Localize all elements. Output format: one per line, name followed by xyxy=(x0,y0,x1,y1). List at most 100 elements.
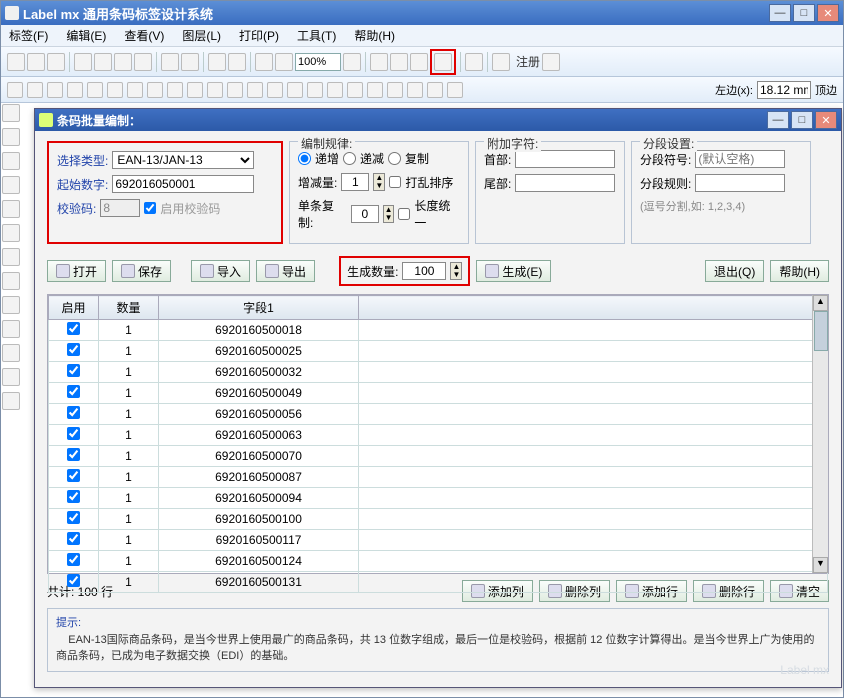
al18-icon[interactable] xyxy=(347,82,363,98)
al22-icon[interactable] xyxy=(427,82,443,98)
row-enable-checkbox[interactable] xyxy=(67,532,80,545)
menu-help[interactable]: 帮助(H) xyxy=(354,27,395,44)
al21-icon[interactable] xyxy=(407,82,423,98)
row-enable-checkbox[interactable] xyxy=(67,343,80,356)
al15-icon[interactable] xyxy=(287,82,303,98)
table-row[interactable]: 16920160500063 xyxy=(49,425,828,446)
menu-file[interactable]: 标签(F) xyxy=(9,27,48,44)
grid-icon[interactable] xyxy=(2,392,20,410)
table-row[interactable]: 16920160500049 xyxy=(49,383,828,404)
refresh-icon[interactable] xyxy=(465,53,483,71)
scroll-thumb[interactable] xyxy=(814,311,828,351)
zoom-drop-icon[interactable] xyxy=(343,53,361,71)
table-icon[interactable] xyxy=(2,320,20,338)
table-row[interactable]: 16920160500032 xyxy=(49,362,828,383)
al16-icon[interactable] xyxy=(307,82,323,98)
row-enable-checkbox[interactable] xyxy=(67,448,80,461)
row-enable-checkbox[interactable] xyxy=(67,469,80,482)
inc-radio[interactable] xyxy=(298,152,311,165)
poly-icon[interactable] xyxy=(2,248,20,266)
table-row[interactable]: 16920160500025 xyxy=(49,341,828,362)
table-row[interactable]: 16920160500070 xyxy=(49,446,828,467)
paste-icon[interactable] xyxy=(114,53,132,71)
text-icon[interactable] xyxy=(2,152,20,170)
row-enable-checkbox[interactable] xyxy=(67,427,80,440)
fill-icon[interactable] xyxy=(2,296,20,314)
head-input[interactable] xyxy=(515,150,615,168)
line2-icon[interactable] xyxy=(2,200,20,218)
export-icon[interactable] xyxy=(410,53,428,71)
type-select[interactable]: EAN-13/JAN-13 xyxy=(112,151,254,169)
srule-input[interactable] xyxy=(695,174,785,192)
help-button[interactable]: 帮助(H) xyxy=(770,260,829,282)
table-row[interactable]: 16920160500087 xyxy=(49,467,828,488)
gen-input[interactable] xyxy=(402,262,446,280)
al12-icon[interactable] xyxy=(227,82,243,98)
export-button[interactable]: 导出 xyxy=(256,260,315,282)
copy-icon[interactable] xyxy=(94,53,112,71)
register-icon[interactable] xyxy=(542,53,560,71)
start-input[interactable] xyxy=(112,175,254,193)
help-icon[interactable] xyxy=(492,53,510,71)
uniform-checkbox[interactable] xyxy=(398,208,410,220)
al1-icon[interactable] xyxy=(7,82,23,98)
row-enable-checkbox[interactable] xyxy=(67,553,80,566)
al5-icon[interactable] xyxy=(87,82,103,98)
open-icon[interactable] xyxy=(27,53,45,71)
inc-spin[interactable] xyxy=(341,173,369,191)
cut-icon[interactable] xyxy=(74,53,92,71)
table-row[interactable]: 16920160500131 xyxy=(49,572,828,593)
barcode-icon[interactable] xyxy=(2,128,20,146)
zoomin-icon[interactable] xyxy=(208,53,226,71)
table-scrollbar[interactable]: ▲ ▼ xyxy=(812,295,828,573)
col-qty[interactable]: 数量 xyxy=(99,296,159,320)
row-enable-checkbox[interactable] xyxy=(67,490,80,503)
al19-icon[interactable] xyxy=(367,82,383,98)
col-field1[interactable]: 字段1 xyxy=(159,296,359,320)
zoomout-icon[interactable] xyxy=(228,53,246,71)
print-icon[interactable] xyxy=(370,53,388,71)
row-enable-checkbox[interactable] xyxy=(67,385,80,398)
arrow-icon[interactable] xyxy=(2,104,20,122)
row-enable-checkbox[interactable] xyxy=(67,322,80,335)
image-icon[interactable] xyxy=(2,272,20,290)
undo-icon[interactable] xyxy=(161,53,179,71)
menu-view[interactable]: 查看(V) xyxy=(124,27,164,44)
al4-icon[interactable] xyxy=(67,82,83,98)
inc-spinbtn[interactable]: ▲▼ xyxy=(373,173,385,191)
dlg-max-button[interactable]: □ xyxy=(791,111,813,129)
row-enable-checkbox[interactable] xyxy=(67,574,80,587)
new-icon[interactable] xyxy=(7,53,25,71)
maximize-button[interactable]: □ xyxy=(793,4,815,22)
enable-check-checkbox[interactable] xyxy=(144,202,156,214)
row-enable-checkbox[interactable] xyxy=(67,406,80,419)
redo-icon[interactable] xyxy=(181,53,199,71)
dlg-close-button[interactable]: ✕ xyxy=(815,111,837,129)
scroll-up-icon[interactable]: ▲ xyxy=(813,295,828,311)
import-button[interactable]: 导入 xyxy=(191,260,250,282)
num-icon[interactable] xyxy=(2,368,20,386)
dec-radio[interactable] xyxy=(343,152,356,165)
close-button[interactable]: ✕ xyxy=(817,4,839,22)
open-button[interactable]: 打开 xyxy=(47,260,106,282)
copy-spin[interactable] xyxy=(351,205,379,223)
al9-icon[interactable] xyxy=(167,82,183,98)
textv-icon[interactable] xyxy=(2,344,20,362)
table-row[interactable]: 16920160500117 xyxy=(49,530,828,551)
row-enable-checkbox[interactable] xyxy=(67,364,80,377)
table-row[interactable]: 16920160500018 xyxy=(49,320,828,341)
al11-icon[interactable] xyxy=(207,82,223,98)
ellipse-icon[interactable] xyxy=(2,224,20,242)
al7-icon[interactable] xyxy=(127,82,143,98)
menu-edit[interactable]: 编辑(E) xyxy=(66,27,106,44)
al20-icon[interactable] xyxy=(387,82,403,98)
table-row[interactable]: 16920160500124 xyxy=(49,551,828,572)
save-icon[interactable] xyxy=(47,53,65,71)
table-row[interactable]: 16920160500100 xyxy=(49,509,828,530)
scroll-down-icon[interactable]: ▼ xyxy=(813,557,828,573)
minimize-button[interactable]: — xyxy=(769,4,791,22)
coord-input[interactable] xyxy=(757,81,811,99)
al23-icon[interactable] xyxy=(447,82,463,98)
table-row[interactable]: 16920160500056 xyxy=(49,404,828,425)
generate-button[interactable]: 生成(E) xyxy=(476,260,551,282)
